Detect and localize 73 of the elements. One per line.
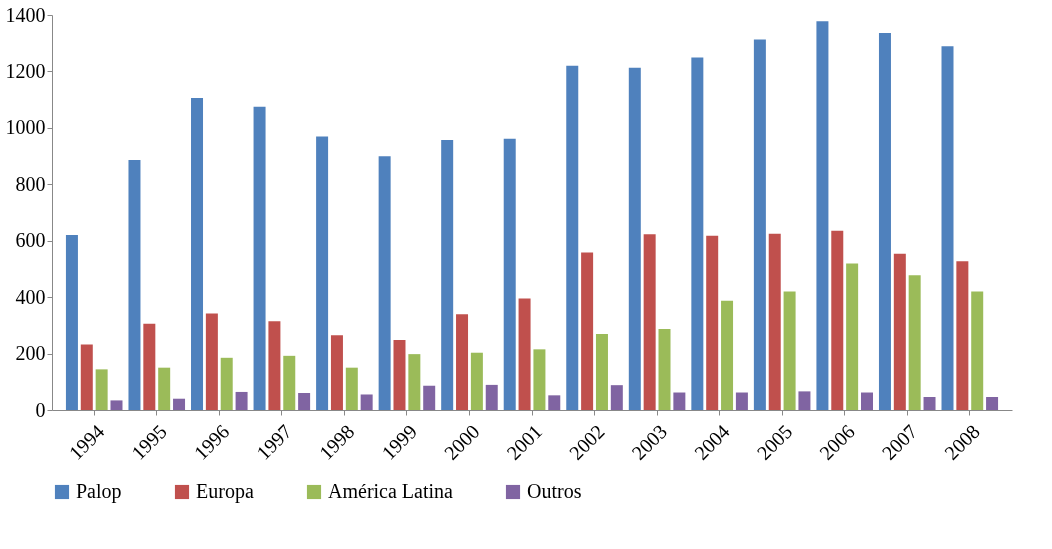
bar [235,391,248,410]
bar [65,235,78,410]
legend-label: Palop [76,480,122,503]
x-tick-label: 1999 [377,420,422,464]
bar [253,106,266,410]
legend-label: América Latina [328,480,454,502]
y-tick-label: 200 [15,342,46,365]
bar [80,344,93,410]
bar [345,367,358,410]
bar [846,263,859,410]
bar [831,230,844,410]
bar [941,46,954,410]
y-tick-label: 800 [15,172,46,195]
bar [143,323,156,410]
bar [878,33,891,410]
bar [595,334,608,410]
y-tick-label: 1000 [5,116,46,139]
bar [220,357,233,410]
bar [456,314,469,410]
bar [173,398,186,410]
bar [441,139,454,410]
bar [191,97,204,410]
bar [986,397,999,410]
bar [330,335,343,410]
bar [673,392,686,410]
bar [971,291,984,410]
bar [816,21,829,410]
bar [768,233,781,410]
bar [408,354,421,410]
legend-label: Outros [527,480,582,502]
bar [956,261,969,410]
bar [721,300,734,410]
bar [470,352,483,410]
bar [95,369,108,410]
bar [735,392,748,410]
bar [628,67,641,410]
bar [518,298,531,410]
bar [783,291,796,410]
bar [658,329,671,410]
bar [205,313,218,410]
bar [923,397,936,410]
bar [316,136,329,410]
bar [128,160,141,410]
bar [360,394,373,410]
y-tick-label: 0 [35,398,46,421]
bar [581,252,594,410]
bar [691,57,704,410]
bar [893,253,906,410]
bar [423,385,436,410]
bar [158,367,171,410]
bar [860,392,873,410]
bar [393,340,406,410]
bar [268,321,281,410]
bar [378,156,391,410]
bar [566,65,579,410]
bar [485,384,498,410]
bar [798,391,811,410]
y-tick-label: 1200 [5,59,46,82]
bar [533,349,546,410]
y-tick-label: 600 [15,229,46,252]
y-tick-label: 1400 [5,3,46,26]
bar [610,385,623,410]
bar [643,234,656,410]
bar [110,400,123,410]
bar [908,275,921,410]
bar [503,138,516,410]
bar [548,395,561,410]
y-tick-label: 400 [15,285,46,308]
bar [298,393,311,410]
bar [753,39,766,410]
legend-label: Europa [196,480,254,503]
bar [283,355,296,410]
bar [706,235,719,410]
